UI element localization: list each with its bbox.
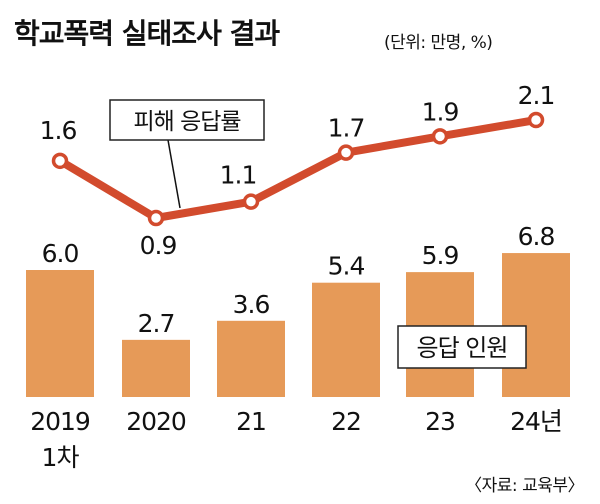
chart-title: 학교폭력 실태조사 결과	[14, 17, 280, 50]
line-point-4	[431, 128, 449, 145]
line-point-5	[527, 111, 545, 129]
bar-1	[122, 339, 190, 397]
bar-legend-box	[397, 325, 527, 369]
bar-value-label-5: 6.8	[518, 222, 555, 251]
line-point-3	[337, 144, 355, 161]
x-axis: 2019 1차 2020 21 22 23 24년	[30, 407, 563, 472]
bar-value-label-3: 5.4	[328, 252, 365, 281]
x-tick-label-3: 22	[331, 407, 361, 436]
bar-series	[26, 253, 570, 397]
x-tick-label-0: 2019	[30, 407, 90, 436]
line-value-label-5: 2.1	[518, 81, 555, 110]
bar-legend-label: 응답 인원	[417, 334, 508, 362]
x-tick-label-5: 24년	[510, 407, 562, 436]
bar-3	[312, 282, 380, 397]
bar-value-label-4: 5.9	[422, 241, 459, 270]
line-value-label-3: 1.7	[328, 114, 365, 143]
line-legend-pointer	[167, 139, 181, 209]
bar-value-label-1: 2.7	[138, 309, 175, 338]
line-legend-box	[109, 99, 265, 141]
line-series	[51, 111, 545, 227]
source-note: 〈자료: 교육부〉	[465, 476, 584, 496]
line-path	[56, 116, 540, 222]
bar-value-label-2: 3.6	[233, 290, 270, 319]
x-tick-label-0-line2: 1차	[42, 443, 80, 472]
chart-title-wrap: 학교폭력 실태조사 결과	[14, 12, 280, 52]
x-tick-label-2: 21	[236, 407, 266, 436]
line-value-label-1: 0.9	[140, 231, 177, 260]
line-point-2	[242, 193, 260, 210]
line-point-0	[51, 152, 69, 170]
bar-5	[502, 253, 570, 397]
x-tick-label-1: 2020	[126, 407, 186, 436]
bar-0	[26, 270, 94, 397]
line-value-label-2: 1.1	[220, 161, 257, 190]
line-value-label-4: 1.9	[422, 97, 459, 126]
line-legend-label: 피해 응답률	[133, 109, 240, 135]
unit-label: (단위: 만명, %)	[384, 33, 493, 53]
line-point-1	[147, 209, 165, 227]
line-value-label-0: 1.6	[40, 116, 77, 145]
bar-2	[217, 320, 285, 397]
x-tick-label-4: 23	[425, 407, 455, 436]
bar-value-label-0: 6.0	[42, 239, 79, 268]
value-labels: 6.0 2.7 3.6 5.4 5.9 6.8 1.6 0.9 1.1 1.7 1.9 2.1	[40, 81, 556, 338]
